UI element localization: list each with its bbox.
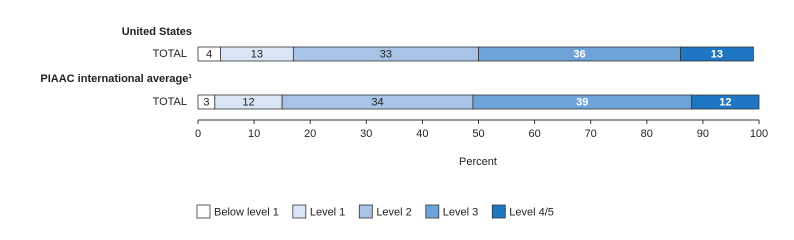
data-label: 13 (251, 48, 263, 60)
legend-swatch (425, 204, 440, 219)
x-tick-label: 90 (697, 128, 709, 140)
x-tick-label: 50 (472, 128, 484, 140)
data-label: 13 (711, 48, 723, 60)
legend-swatch (292, 204, 307, 219)
x-tick-label: 40 (416, 128, 428, 140)
group-label: PIAAC international average¹ (40, 73, 192, 85)
legend-swatch (196, 204, 211, 219)
legend-label: Level 2 (376, 206, 411, 218)
x-tick-label: 10 (248, 128, 260, 140)
legend-swatch (358, 204, 373, 219)
x-tick-label: 60 (528, 128, 540, 140)
x-tick-label: 80 (641, 128, 653, 140)
data-label: 33 (380, 48, 392, 60)
data-label: 4 (206, 48, 212, 60)
data-label: 12 (719, 96, 731, 108)
x-tick-label: 70 (585, 128, 597, 140)
data-label: 3 (203, 96, 209, 108)
legend-label: Level 1 (310, 206, 345, 218)
row-label: TOTAL (153, 48, 187, 60)
x-tick-label: 100 (750, 128, 768, 140)
row-label: TOTAL (153, 96, 187, 108)
group-label: United States (122, 26, 192, 38)
x-axis-label: Percent (459, 156, 497, 168)
data-label: 39 (576, 96, 588, 108)
bar-segment (680, 46, 754, 62)
legend-label: Below level 1 (214, 206, 279, 218)
x-tick-label: 20 (304, 128, 316, 140)
data-label: 12 (242, 96, 254, 108)
x-tick-label: 0 (195, 128, 201, 140)
x-tick-label: 30 (360, 128, 372, 140)
data-label: 34 (371, 96, 383, 108)
legend-label: Level 4/5 (509, 206, 554, 218)
data-label: 36 (573, 48, 585, 60)
legend-swatch (491, 204, 506, 219)
bar-segment (691, 94, 760, 110)
legend-label: Level 3 (443, 206, 478, 218)
